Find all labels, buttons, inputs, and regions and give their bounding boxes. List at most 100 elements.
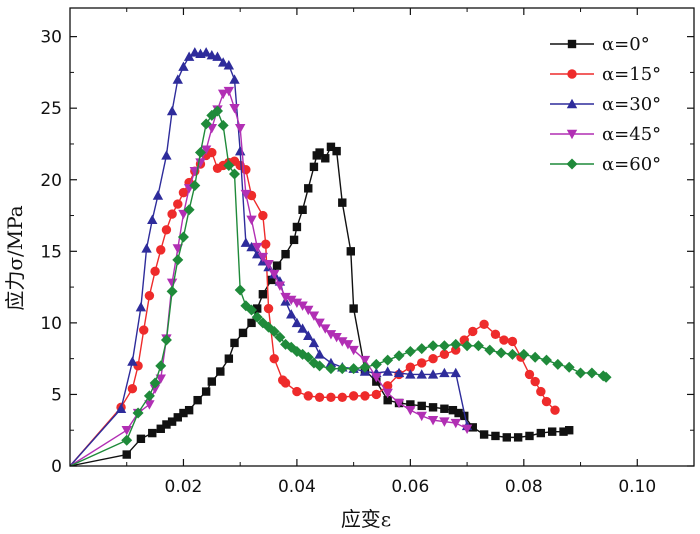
data-point (252, 242, 263, 253)
data-point (289, 235, 299, 245)
data-point (253, 304, 262, 313)
data-point (161, 150, 172, 160)
data-point (303, 305, 314, 316)
data-point (173, 199, 183, 209)
data-point (136, 434, 146, 444)
data-point (338, 198, 347, 207)
data-point (406, 400, 415, 409)
data-point (230, 338, 239, 348)
data-point (258, 290, 268, 299)
data-point (565, 426, 574, 435)
data-point (200, 145, 212, 155)
data-point (382, 381, 393, 391)
data-point (212, 51, 223, 61)
data-point (155, 374, 166, 384)
data-point (518, 348, 530, 360)
data-point (166, 105, 178, 116)
data-point (382, 354, 394, 366)
x-axis-title: 应变ε (341, 507, 391, 531)
data-point (166, 278, 178, 288)
data-point (348, 363, 360, 375)
y-tick-label: 0 (51, 457, 62, 477)
data-point (314, 349, 325, 359)
data-point (143, 390, 155, 402)
data-point (405, 405, 416, 416)
data-point (541, 354, 553, 366)
data-point (217, 119, 229, 131)
axes-group: 0 5 10 15 20 25 30 0.02 0.04 0.06 0.08 0.10 (40, 7, 695, 497)
data-point (309, 162, 319, 172)
data-point (451, 345, 461, 355)
data-point (552, 358, 564, 370)
data-point (217, 57, 229, 67)
data-point (563, 361, 575, 373)
data-point (261, 239, 271, 249)
y-tick-label: 25 (40, 99, 62, 119)
data-point (450, 418, 461, 429)
x-tick-label: 0.10 (618, 477, 656, 497)
data-point (291, 317, 303, 328)
data-point (479, 430, 489, 439)
data-point (229, 103, 240, 114)
data-point (495, 347, 507, 359)
data-point (238, 328, 248, 338)
data-point (314, 392, 325, 402)
data-point (141, 243, 152, 253)
data-point (359, 361, 371, 373)
data-point (439, 367, 450, 378)
data-point (325, 363, 337, 375)
data-point (281, 249, 290, 259)
data-point (506, 348, 518, 360)
data-point (348, 345, 359, 356)
data-point (167, 209, 177, 219)
data-point (178, 61, 189, 71)
legend-label: α=30° (602, 94, 661, 115)
data-point (269, 270, 280, 280)
legend: α=0° α=15° α=30° α=45° α=60° (550, 34, 661, 175)
data-point (147, 214, 158, 225)
data-point (370, 358, 382, 370)
data-point (263, 303, 274, 314)
data-point (308, 337, 320, 348)
data-point (156, 424, 165, 433)
data-point (507, 336, 518, 347)
data-point (450, 338, 462, 350)
data-point (246, 304, 258, 316)
data-point (195, 158, 206, 168)
data-point (149, 384, 161, 394)
data-point (167, 417, 177, 426)
data-point (524, 369, 535, 380)
data-point (183, 204, 195, 216)
data-point (148, 428, 157, 438)
data-point (135, 301, 147, 312)
data-point (172, 254, 184, 266)
data-point (121, 426, 132, 436)
data-point (405, 369, 416, 379)
data-point (263, 259, 274, 270)
data-point (393, 398, 405, 409)
data-point (315, 148, 324, 157)
data-point (416, 343, 428, 355)
legend-item: α=30° (550, 94, 661, 115)
data-point (439, 417, 450, 427)
data-point (229, 168, 241, 180)
data-point (342, 340, 354, 350)
data-point (325, 330, 337, 340)
data-point (234, 284, 246, 296)
data-point (224, 354, 234, 363)
series-1 (69, 147, 560, 467)
data-point (393, 367, 405, 378)
data-point (194, 147, 206, 159)
data-point (291, 298, 303, 309)
data-point (152, 190, 164, 200)
plot-frame (69, 7, 695, 467)
data-point (404, 346, 416, 357)
data-point (217, 89, 229, 100)
data-point (292, 386, 302, 397)
data-point (450, 367, 461, 378)
y-tick-label: 5 (51, 385, 62, 405)
data-point (499, 335, 509, 345)
data-point (292, 222, 302, 232)
data-point (547, 427, 557, 436)
series-group (69, 47, 612, 467)
